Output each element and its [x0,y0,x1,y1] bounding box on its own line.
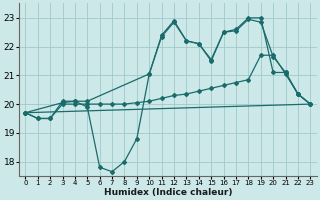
X-axis label: Humidex (Indice chaleur): Humidex (Indice chaleur) [104,188,232,197]
